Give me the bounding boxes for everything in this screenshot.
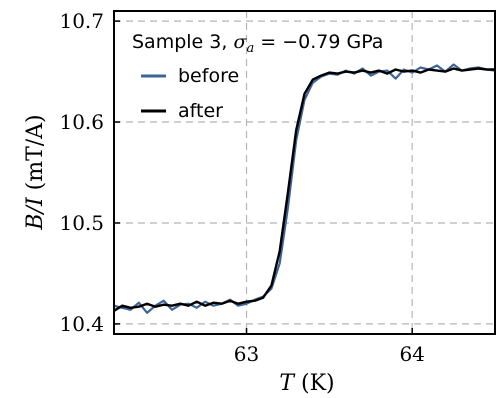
y-axis-label: B/I (mT/A): [23, 114, 48, 230]
series-lines: [113, 63, 496, 314]
series-line-after: [113, 67, 495, 312]
legend-title: Sample 3, σa = −0.79 GPa: [132, 31, 383, 56]
x-tick-label-0: 63: [234, 342, 259, 366]
x-axis-label: T (K): [279, 371, 334, 396]
plot-frame: [113, 10, 496, 335]
legend-title-rest: = −0.79 GPa: [254, 31, 383, 53]
grid: [114, 11, 495, 334]
legend-title-prefix: Sample 3,: [132, 31, 233, 53]
legend-label-before: before: [178, 65, 239, 87]
y-tick-label-2: 10.6: [59, 110, 104, 134]
y-tick-label-3: 10.7: [59, 9, 104, 33]
legend: Sample 3, σa = −0.79 GPa before after: [132, 31, 383, 122]
x-axis-label-unit: (K): [294, 371, 335, 396]
legend-title-sub: a: [246, 41, 254, 56]
y-tick-label-0: 10.4: [59, 312, 104, 336]
y-axis-label-var: B/I: [23, 196, 48, 231]
series-line-before: [113, 63, 496, 314]
legend-label-after: after: [178, 100, 223, 122]
legend-title-sigma: σ: [233, 31, 247, 53]
y-axis-label-unit: (mT/A): [23, 114, 48, 197]
y-tick-label-1: 10.5: [59, 211, 104, 235]
x-ticks: 63 64: [234, 328, 425, 366]
x-axis-label-var: T: [279, 371, 296, 396]
x-tick-label-1: 64: [399, 342, 424, 366]
y-ticks: 10.4 10.5 10.6 10.7: [59, 9, 120, 336]
